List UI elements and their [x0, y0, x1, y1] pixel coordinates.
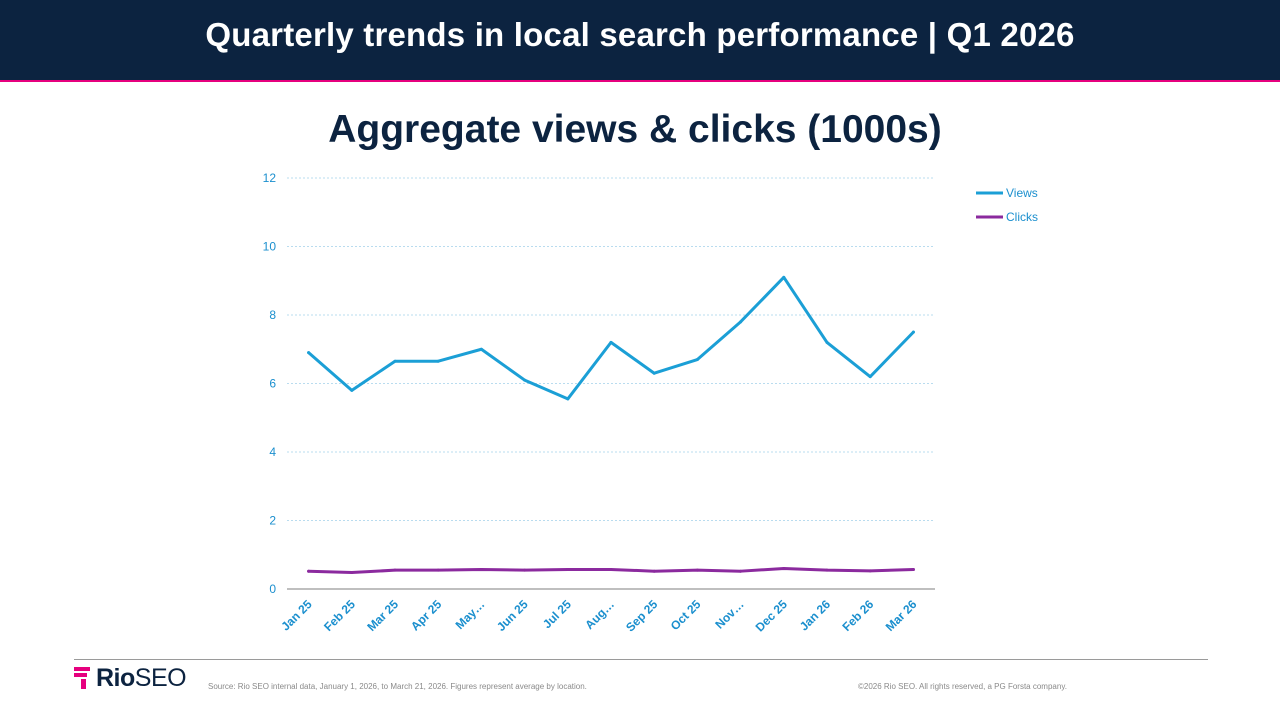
data-point-clicks	[436, 568, 440, 572]
data-point-views	[695, 358, 699, 362]
data-point-clicks	[393, 568, 397, 572]
chart-title: Aggregate views & clicks (1000s)	[328, 108, 942, 151]
x-tick-label: Apr 25	[408, 597, 445, 634]
x-tick-label: Dec 25	[753, 597, 790, 634]
x-tick-label: Sep 25	[623, 597, 660, 634]
page-title: Quarterly trends in local search perform…	[205, 16, 1075, 53]
data-point-clicks	[523, 568, 527, 572]
data-point-clicks	[479, 567, 483, 571]
header-bar: Quarterly trends in local search perform…	[0, 0, 1280, 82]
rio-seo-logo-mark-icon	[74, 667, 90, 689]
data-point-clicks	[695, 568, 699, 572]
y-tick-label: 6	[269, 377, 276, 391]
data-point-views	[609, 340, 613, 344]
x-tick-label: Jan 25	[278, 597, 315, 634]
y-tick-label: 2	[269, 514, 276, 528]
data-point-clicks	[652, 569, 656, 573]
logo-text-light: SEO	[134, 664, 187, 692]
data-point-views	[782, 275, 786, 279]
series-line-views	[307, 275, 915, 401]
x-tick-label: Oct 25	[668, 597, 704, 633]
y-tick-label: 4	[269, 445, 276, 459]
x-tick-label: Jul 25	[540, 597, 574, 631]
legend-label-clicks: Clicks	[1006, 210, 1038, 224]
footer-divider	[74, 659, 1208, 660]
data-point-clicks	[609, 567, 613, 571]
data-point-views	[652, 371, 656, 375]
data-point-views	[825, 340, 829, 344]
data-point-views	[566, 397, 570, 401]
data-point-clicks	[825, 568, 829, 572]
x-tick-label: Feb 25	[321, 597, 358, 634]
y-tick-label: 0	[269, 582, 276, 596]
x-tick-label: Mar 25	[364, 597, 401, 634]
copyright-note: ©2026 Rio SEO. All rights reserved, a PG…	[858, 682, 1067, 691]
data-point-clicks	[350, 571, 354, 575]
data-point-views	[739, 320, 743, 324]
x-tick-label: Jun 25	[494, 597, 531, 634]
x-tick-label: May…	[453, 597, 488, 632]
data-point-views	[307, 351, 311, 355]
source-note: Source: Rio SEO internal data, January 1…	[208, 682, 587, 691]
data-point-clicks	[566, 567, 570, 571]
data-point-clicks	[307, 569, 311, 573]
x-tick-label: Aug…	[582, 597, 617, 632]
logo-text-bold: Rio	[96, 664, 135, 692]
legend-label-views: Views	[1006, 186, 1038, 200]
data-point-clicks	[911, 567, 915, 571]
x-tick-label: Nov…	[712, 597, 746, 631]
data-point-views	[911, 330, 915, 334]
x-tick-label: Jan 26	[797, 597, 834, 634]
y-tick-label: 10	[263, 240, 277, 254]
y-tick-label: 8	[269, 308, 276, 322]
data-point-views	[523, 378, 527, 382]
data-point-clicks	[868, 569, 872, 573]
logo-wordmark: RioSEO	[96, 664, 187, 693]
data-point-views	[350, 388, 354, 392]
data-point-views	[868, 375, 872, 379]
data-point-views	[436, 359, 440, 363]
data-point-clicks	[739, 569, 743, 573]
data-point-clicks	[782, 566, 786, 570]
data-point-views	[479, 347, 483, 351]
data-point-views	[393, 359, 397, 363]
y-tick-label: 12	[263, 171, 277, 185]
x-tick-label: Feb 26	[840, 597, 877, 634]
x-tick-label: Mar 26	[883, 597, 920, 634]
